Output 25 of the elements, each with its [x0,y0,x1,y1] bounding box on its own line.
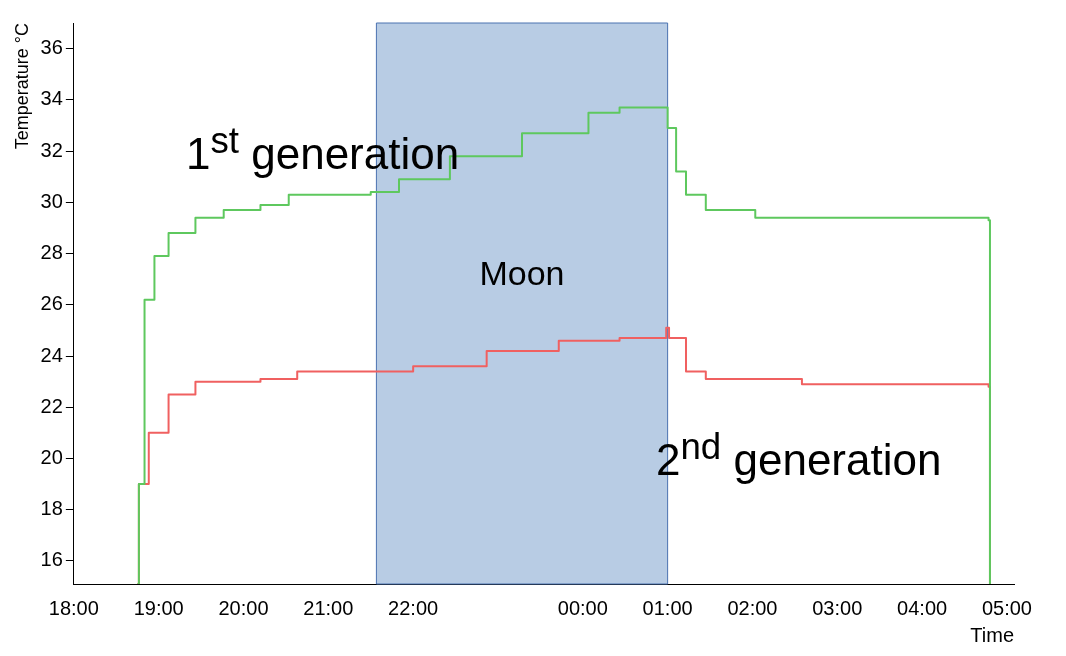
x-tick-label: 04:00 [897,596,948,619]
x-tick-label: 00:00 [557,596,608,619]
x-axis-title: Time [970,623,1014,646]
x-tick-label: 22:00 [388,596,439,619]
x-tick-label: 21:00 [303,596,354,619]
x-tick-label: 18:00 [48,596,99,619]
x-tick-label: 03:00 [812,596,863,619]
x-tick-label: 05:00 [981,596,1032,619]
y-axis-title: Temperature °C [11,23,32,150]
y-tick-label: 36 [40,36,63,59]
y-tick-label: 18 [40,497,63,520]
y-tick-label: 22 [40,394,63,417]
y-tick-label: 30 [40,189,63,212]
x-tick-label: 01:00 [642,596,693,619]
y-tick-label: 16 [40,548,63,571]
band-label: Moon [479,254,565,292]
x-tick-label: 20:00 [218,596,269,619]
y-tick-label: 26 [40,292,63,315]
y-tick-label: 20 [40,446,63,468]
y-tick-label: 34 [40,87,63,110]
y-tick-label: 28 [40,241,63,264]
x-tick-label: 19:00 [133,596,184,619]
y-tick-label: 24 [40,343,63,366]
x-tick-label: 02:00 [727,596,778,619]
y-tick-label: 32 [40,138,63,161]
